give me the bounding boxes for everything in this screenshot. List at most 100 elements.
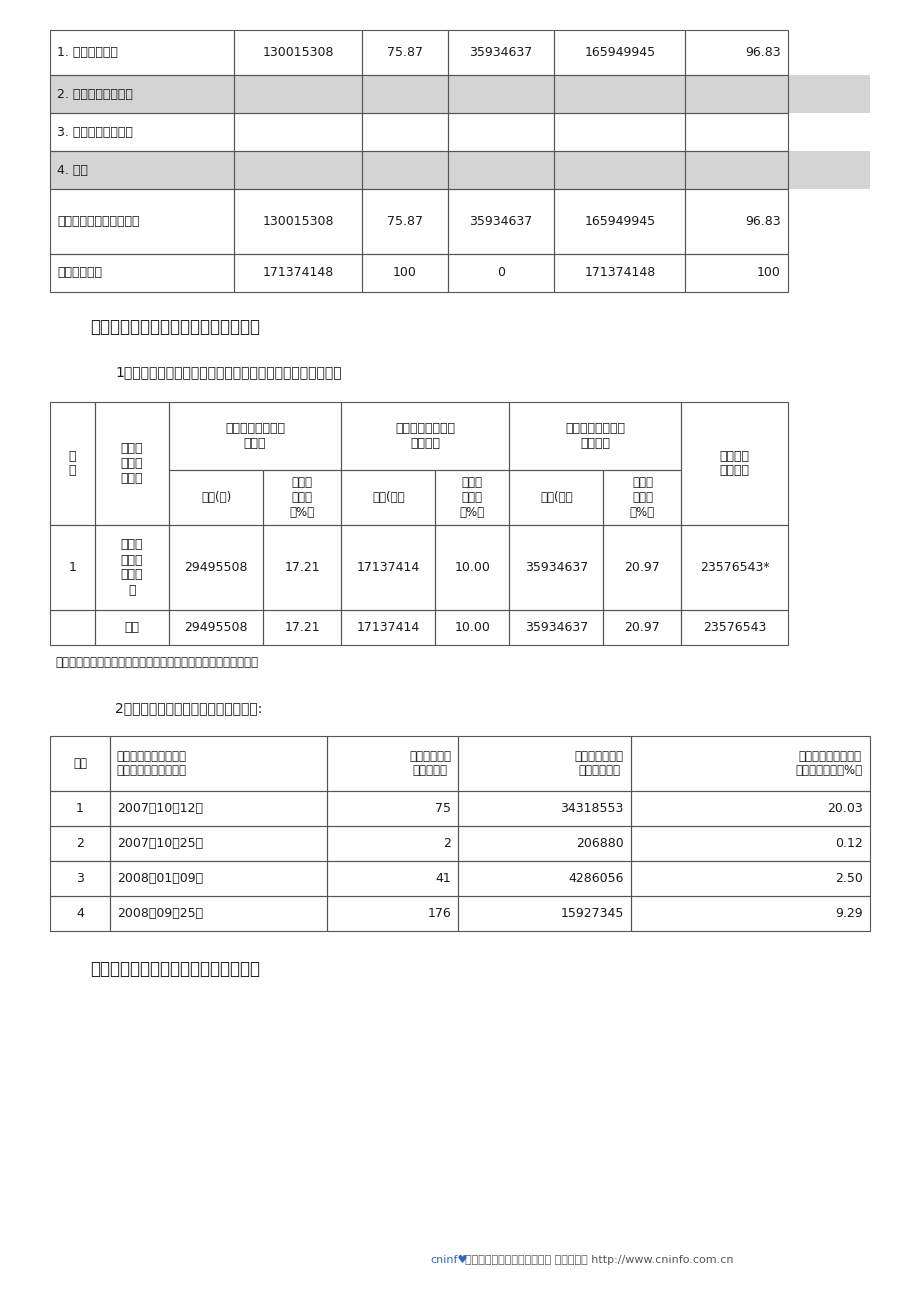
Bar — [458, 792, 630, 825]
Text: 2.50: 2.50 — [834, 872, 862, 885]
Text: 2: 2 — [76, 837, 84, 850]
Bar — [361, 151, 448, 189]
Text: 数量(股): 数量(股) — [200, 491, 231, 504]
Bar — [458, 825, 630, 861]
Bar — [553, 189, 685, 254]
Text: 本次解限前已解限
股份情况: 本次解限前已解限 股份情况 — [395, 422, 455, 450]
Bar — [341, 525, 435, 611]
Bar — [603, 525, 681, 611]
Bar — [361, 254, 448, 292]
Bar — [361, 30, 448, 76]
Text: 1. 人民币普通股: 1. 人民币普通股 — [57, 46, 118, 59]
Bar — [50, 792, 109, 825]
Text: 17137414: 17137414 — [357, 561, 419, 574]
Bar — [361, 189, 448, 254]
Bar — [448, 30, 553, 76]
Text: 2: 2 — [443, 837, 451, 850]
Text: 20.97: 20.97 — [624, 561, 660, 574]
Text: 23576543*: 23576543* — [699, 561, 768, 574]
Bar — [508, 470, 603, 525]
Text: 2007年10月12日: 2007年10月12日 — [117, 802, 203, 815]
Text: 六、保荐机构核查意见书的结论性意见: 六、保荐机构核查意见书的结论性意见 — [90, 960, 260, 978]
Bar — [263, 525, 341, 611]
Text: 占总股
本比例
（%）: 占总股 本比例 （%） — [289, 477, 314, 519]
Bar — [435, 525, 508, 611]
Bar — [435, 611, 508, 644]
Bar — [603, 470, 681, 525]
Bar — [685, 30, 788, 76]
Bar — [361, 76, 448, 113]
Bar — [458, 861, 630, 896]
Text: 中国证监会指定信息披露网站 巨潮资讯网 http://www.cninfo.com.cn: 中国证监会指定信息披露网站 巨潮资讯网 http://www.cninfo.co… — [464, 1255, 732, 1266]
Bar — [327, 825, 458, 861]
Text: 本次解限前未解限
股份情况: 本次解限前未解限 股份情况 — [564, 422, 625, 450]
Bar — [341, 611, 435, 644]
Text: 1、本次解除限售股东自公司股改实施后至今持股变化情况：: 1、本次解除限售股东自公司股改实施后至今持股变化情况： — [115, 365, 341, 379]
Bar — [109, 896, 327, 931]
Bar — [234, 189, 361, 254]
Text: 股份数量
变化沿革: 股份数量 变化沿革 — [719, 449, 749, 478]
Bar — [169, 470, 263, 525]
Text: 股改实施日持有股
份情况: 股改实施日持有股 份情况 — [225, 422, 285, 450]
Bar — [448, 254, 553, 292]
Bar — [109, 792, 327, 825]
Text: 176: 176 — [427, 907, 451, 921]
Bar — [234, 30, 361, 76]
Text: 15927345: 15927345 — [560, 907, 623, 921]
Text: 3. 境外上市的外资股: 3. 境外上市的外资股 — [57, 125, 132, 138]
Text: 20.97: 20.97 — [624, 621, 660, 634]
Bar — [630, 792, 869, 825]
Bar — [630, 825, 869, 861]
Bar — [681, 611, 788, 644]
Text: 29495508: 29495508 — [184, 561, 247, 574]
Bar — [448, 113, 553, 151]
Text: 96.83: 96.83 — [744, 46, 780, 59]
Text: 占总股
本比例
（%）: 占总股 本比例 （%） — [460, 477, 484, 519]
Bar — [327, 896, 458, 931]
Text: 0.12: 0.12 — [834, 837, 862, 850]
Bar — [234, 76, 361, 113]
Text: 171374148: 171374148 — [584, 267, 655, 280]
Text: 100: 100 — [756, 267, 780, 280]
Bar — [50, 254, 234, 292]
Bar — [458, 896, 630, 931]
Text: 数量(股）: 数量(股） — [371, 491, 404, 504]
Bar — [95, 525, 169, 611]
Bar — [685, 113, 788, 151]
Text: 0: 0 — [496, 267, 505, 280]
Text: 10.00: 10.00 — [454, 561, 490, 574]
Bar — [50, 402, 95, 525]
Text: 23576543: 23576543 — [702, 621, 766, 634]
Text: 17.21: 17.21 — [284, 621, 320, 634]
Bar — [448, 76, 553, 113]
Bar — [458, 736, 630, 792]
Text: 35934637: 35934637 — [524, 561, 587, 574]
Text: 1: 1 — [76, 802, 84, 815]
Bar — [50, 151, 234, 189]
Text: 171374148: 171374148 — [262, 267, 334, 280]
Text: 4: 4 — [76, 907, 84, 921]
Bar — [50, 113, 234, 151]
Text: 合计: 合计 — [124, 621, 140, 634]
Bar — [685, 151, 788, 189]
Text: 五、股东持股变化情况及历次限售情况: 五、股东持股变化情况及历次限售情况 — [90, 318, 260, 336]
Text: 该次解限涉及
的股东数量: 该次解限涉及 的股东数量 — [409, 750, 451, 777]
Bar — [361, 113, 448, 151]
Text: 17.21: 17.21 — [284, 561, 320, 574]
Text: 35934637: 35934637 — [469, 215, 532, 228]
Bar — [681, 525, 788, 611]
Text: 17137414: 17137414 — [357, 621, 419, 634]
Bar — [50, 611, 95, 644]
Text: 100: 100 — [392, 267, 416, 280]
Bar — [685, 254, 788, 292]
Bar — [553, 254, 685, 292]
Text: 20.03: 20.03 — [826, 802, 862, 815]
Bar — [553, 113, 685, 151]
Text: 130015308: 130015308 — [262, 46, 334, 59]
Bar — [263, 611, 341, 644]
Text: 该次解限的股份
总数量（股）: 该次解限的股份 总数量（股） — [574, 750, 623, 777]
Text: 无限售条件的流通股合计: 无限售条件的流通股合计 — [57, 215, 140, 228]
Bar — [508, 611, 603, 644]
Text: 29495508: 29495508 — [184, 621, 247, 634]
Text: 数量(股）: 数量(股） — [539, 491, 572, 504]
